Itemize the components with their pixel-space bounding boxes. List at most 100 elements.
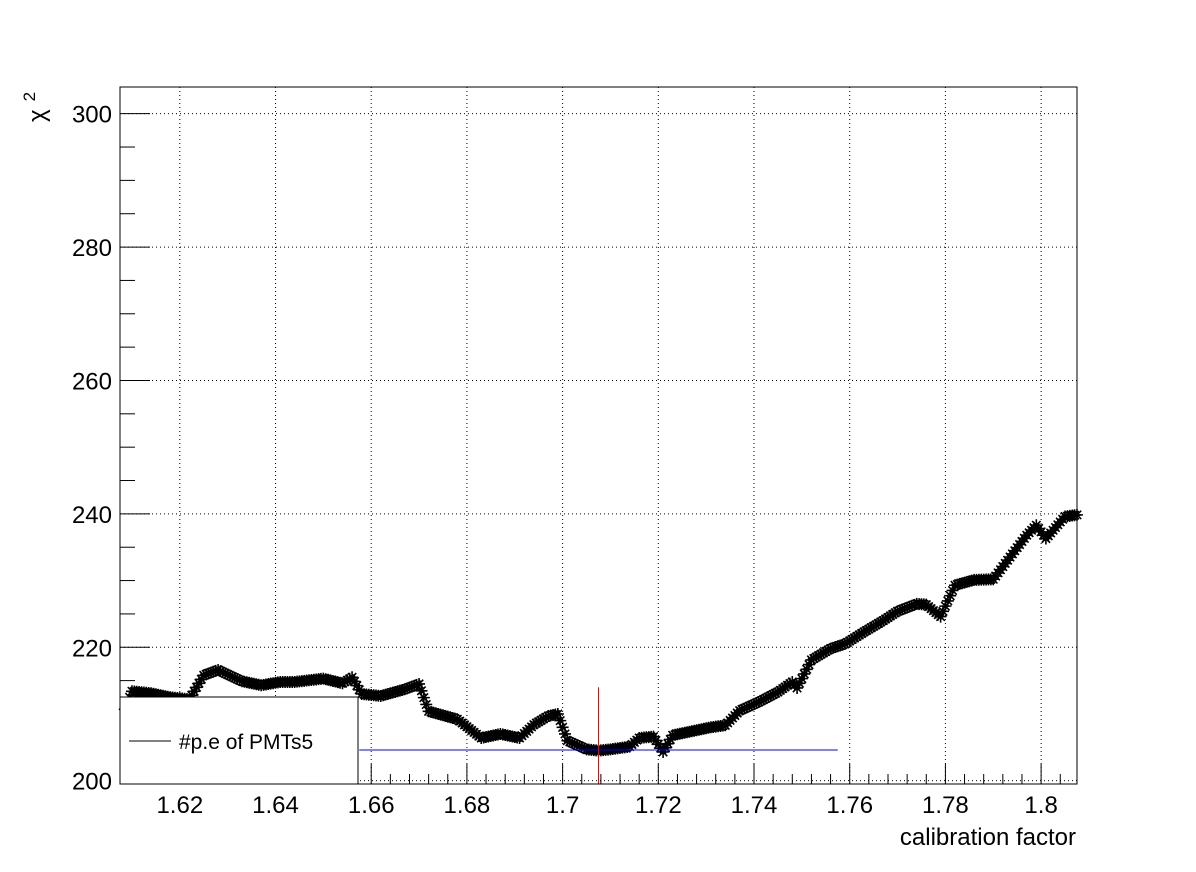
data-point — [937, 605, 950, 618]
data-point — [415, 684, 428, 697]
data-point — [738, 702, 751, 715]
data-point — [759, 692, 772, 705]
x-tick-label: 1.7 — [546, 792, 579, 819]
data-point — [736, 703, 749, 716]
y-tick-label: 220 — [72, 635, 112, 662]
data-point — [190, 681, 203, 694]
data-point — [405, 680, 418, 693]
data-point — [752, 695, 765, 708]
y-tick-label: 280 — [72, 235, 112, 262]
data-point — [353, 683, 366, 696]
data-point — [226, 670, 239, 683]
data-point — [903, 600, 916, 613]
data-point — [561, 734, 574, 747]
data-point — [188, 685, 201, 698]
y-tick-label: 300 — [72, 102, 112, 129]
y-axis-label: χ2 — [20, 92, 51, 122]
data-point — [664, 733, 677, 746]
data-point — [207, 665, 220, 678]
data-point — [185, 689, 198, 702]
data-point — [793, 677, 806, 690]
data-point — [224, 669, 237, 682]
data-point — [212, 663, 225, 676]
data-point — [202, 667, 215, 680]
data-point — [216, 666, 229, 679]
grid-lines — [120, 87, 1077, 784]
data-point — [214, 665, 227, 678]
data-point — [575, 741, 588, 754]
data-point — [204, 666, 217, 679]
x-tick-label: 1.8 — [1024, 792, 1057, 819]
data-point — [795, 672, 808, 685]
x-tick-label: 1.72 — [635, 792, 682, 819]
data-point — [403, 681, 416, 694]
data-point — [219, 667, 232, 680]
x-tick-label: 1.78 — [922, 792, 969, 819]
data-point — [905, 599, 918, 612]
data-point — [563, 735, 576, 748]
data-point — [901, 601, 914, 614]
data-point — [559, 727, 572, 740]
data-point — [647, 730, 660, 743]
data-point — [748, 698, 761, 711]
data-point — [743, 700, 756, 713]
data-point — [233, 674, 246, 687]
data-point — [896, 603, 909, 616]
data-point — [570, 738, 583, 751]
data-point — [398, 683, 411, 696]
data-point — [891, 605, 904, 618]
data-point — [791, 681, 804, 694]
data-point — [755, 694, 768, 707]
data-point — [420, 698, 433, 711]
data-point — [769, 687, 782, 700]
x-tick-label: 1.76 — [826, 792, 873, 819]
data-point — [192, 677, 205, 690]
data-point — [573, 740, 586, 753]
data-point — [554, 714, 567, 727]
y-axis-symbol: χ — [24, 109, 51, 122]
data-point — [798, 667, 811, 680]
data-point — [348, 675, 361, 688]
data-point — [934, 610, 947, 623]
data-point — [800, 663, 813, 676]
data-point — [803, 658, 816, 671]
data-point — [413, 677, 426, 690]
y-tick-label: 260 — [72, 368, 112, 395]
data-point — [652, 738, 665, 751]
y-axis-exponent: 2 — [20, 92, 39, 101]
x-tick-label: 1.68 — [444, 792, 491, 819]
x-tick-label: 1.64 — [252, 792, 299, 819]
x-axis-label: calibration factor — [900, 824, 1076, 851]
data-point — [657, 745, 670, 758]
plot-frame — [119, 86, 1078, 785]
minimum-markers — [359, 687, 838, 784]
data-point — [659, 741, 672, 754]
data-point — [350, 679, 363, 692]
data-point — [898, 602, 911, 615]
data-point — [197, 669, 210, 682]
data-point — [750, 697, 763, 710]
data-point — [764, 689, 777, 702]
data-point — [200, 668, 213, 681]
legend-entry-text: #p.e of PMTs5 — [179, 731, 313, 754]
data-point — [733, 704, 746, 717]
data-point — [944, 589, 957, 602]
data-point — [346, 671, 359, 684]
x-tick-label: 1.74 — [731, 792, 778, 819]
data-point — [893, 604, 906, 617]
data-point — [757, 693, 770, 706]
data-point — [221, 668, 234, 681]
data-point — [939, 600, 952, 613]
data-point — [649, 734, 662, 747]
data-point — [408, 679, 421, 692]
data-point — [578, 742, 591, 755]
data-point — [568, 737, 581, 750]
data-point — [551, 707, 564, 720]
x-tick-label: 1.62 — [156, 792, 203, 819]
legend: #p.e of PMTs5 — [119, 696, 359, 785]
data-point — [410, 678, 423, 691]
data-point — [228, 671, 241, 684]
data-point — [417, 691, 430, 704]
axes: 1.62 1.64 1.66 1.68 1.7 1.72 1.74 1.76 1.78 1.8 20… — [72, 102, 1061, 819]
